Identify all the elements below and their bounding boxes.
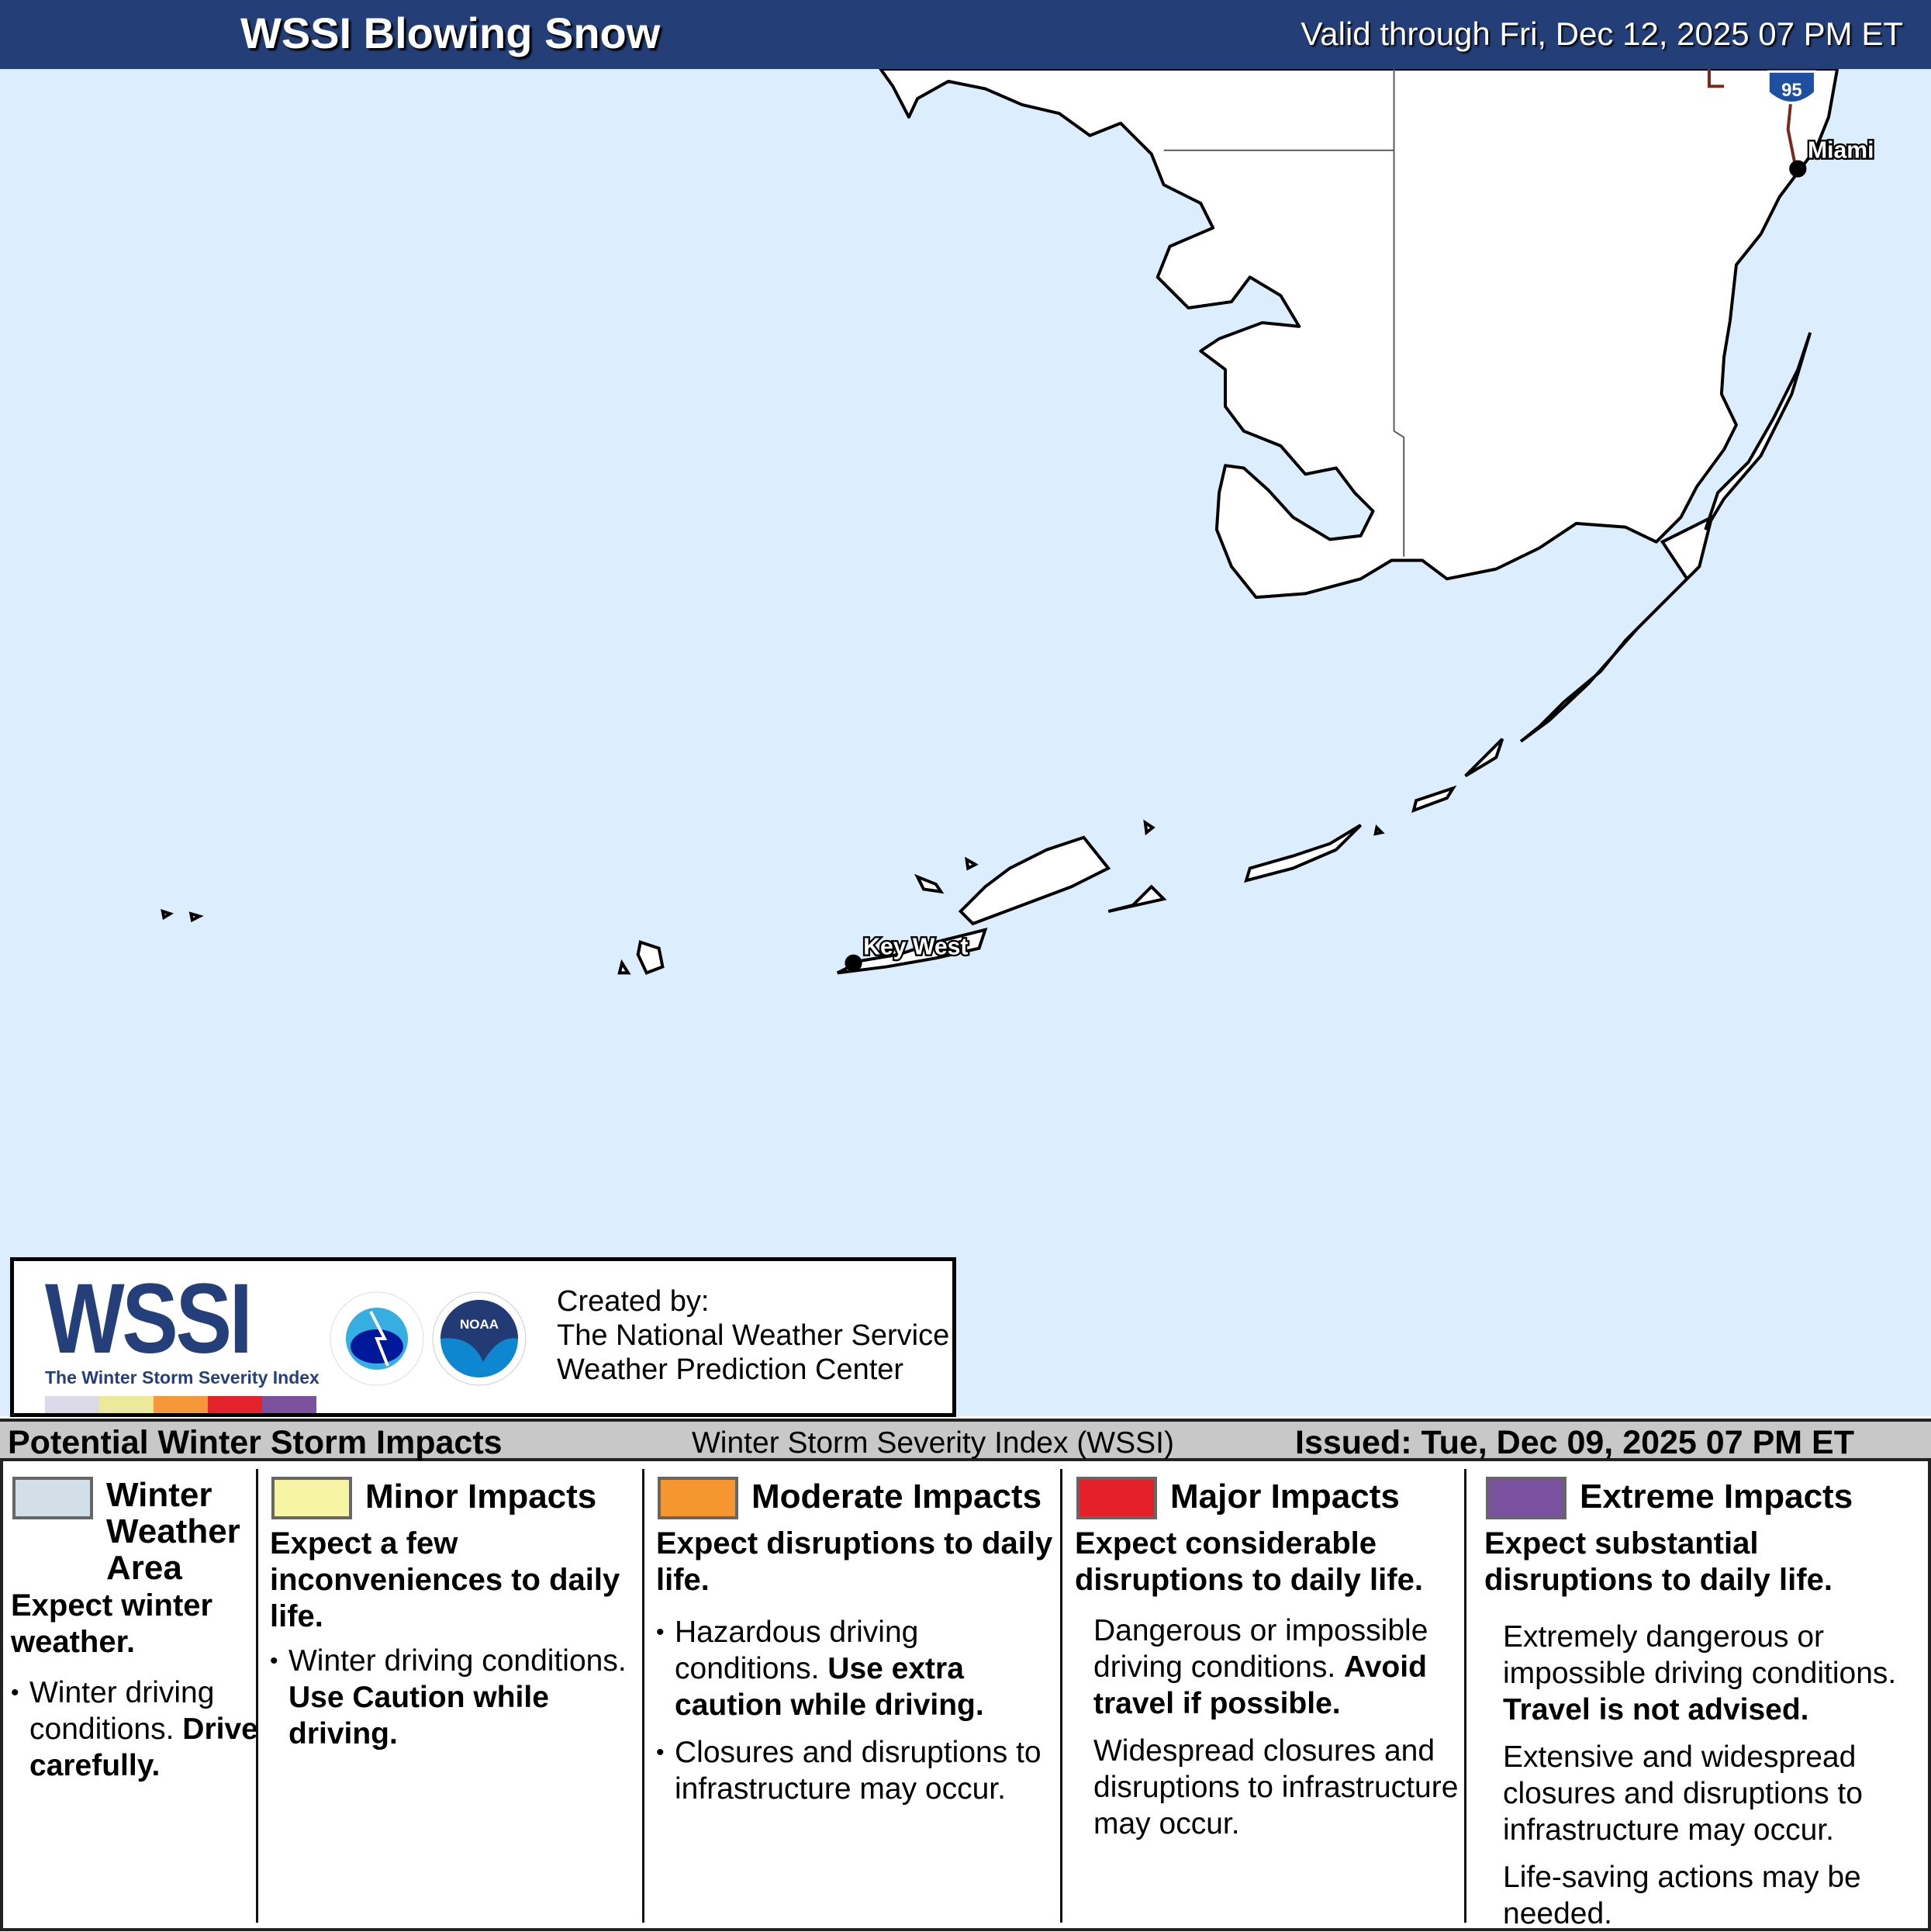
legend-winter-weather: Winter Weather Area Expect winter weathe…	[11, 1461, 259, 1927]
nws-noaa-logos: NOAA	[330, 1291, 527, 1386]
wssi-color-bar	[45, 1396, 316, 1413]
key-west-marker	[845, 954, 862, 972]
legend-minor: Minor Impacts Expect a few inconvenience…	[270, 1461, 642, 1927]
map-svg: 95 Miami Key West	[161, 69, 1876, 975]
svg-text:NOAA: NOAA	[460, 1317, 499, 1332]
svg-text:95: 95	[1781, 80, 1801, 101]
city-label-miami: Miami	[1808, 137, 1874, 163]
miami-marker	[1789, 160, 1807, 178]
issued-time: Issued: Tue, Dec 09, 2025 07 PM ET	[1295, 1424, 1854, 1461]
interstate-95-shield: 95	[1767, 70, 1817, 105]
county-lines	[1163, 69, 1405, 557]
legend-extreme: Extreme Impacts Expect substantial disru…	[1484, 1477, 1897, 1930]
nws-logo-icon	[330, 1291, 424, 1386]
city-label-key-west: Key West	[863, 935, 968, 960]
legend-moderate: Moderate Impacts Expect disruptions to d…	[656, 1461, 1055, 1927]
impact-legend: Winter Weather Area Expect winter weathe…	[0, 1461, 1931, 1931]
map[interactable]: 95 Miami Key West	[0, 69, 1931, 1416]
interstate-95	[1708, 69, 1798, 167]
legend-major: Major Impacts Expect considerable disrup…	[1075, 1477, 1459, 1840]
swatch-winter	[12, 1477, 93, 1519]
florida-land	[879, 69, 1839, 600]
outer-islands	[161, 819, 1385, 975]
wssi-logo: WSSI The Winter Storm Severity Index	[45, 1270, 324, 1413]
created-by: Created by: The National Weather Service…	[557, 1285, 950, 1386]
header-bar: WSSI Blowing Snow Valid through Fri, Dec…	[0, 0, 1931, 69]
map-title: WSSI Blowing Snow	[240, 9, 661, 57]
legend-title-bar: Potential Winter Storm Impacts Winter St…	[0, 1419, 1931, 1461]
noaa-logo-icon: NOAA	[432, 1291, 527, 1386]
florida-keys	[836, 332, 1812, 975]
valid-through: Valid through Fri, Dec 12, 2025 07 PM ET	[1301, 16, 1903, 52]
credits-box: WSSI The Winter Storm Severity Index NOA…	[10, 1257, 956, 1417]
